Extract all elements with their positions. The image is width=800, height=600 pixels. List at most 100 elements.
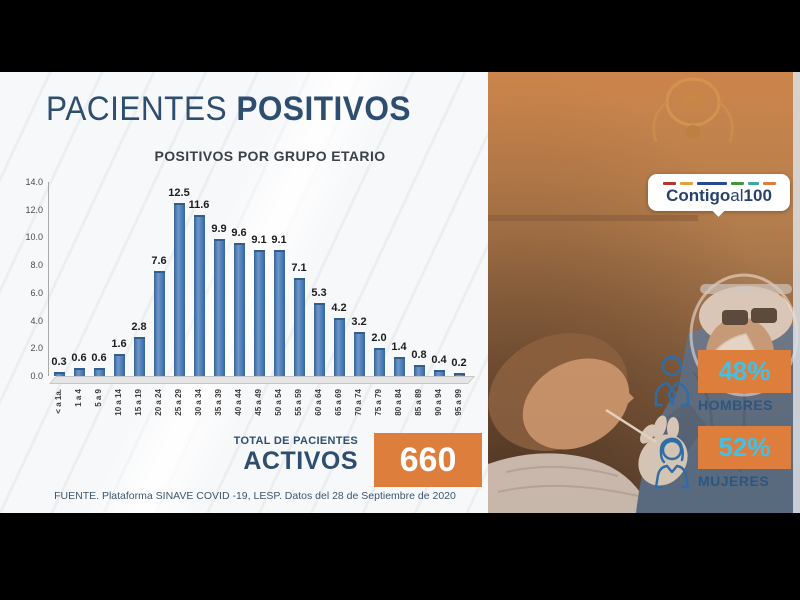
- bar-value-label: 9.9: [211, 222, 227, 235]
- label-mujeres: MUJERES: [698, 473, 770, 489]
- bar-value-label: 2.8: [131, 321, 147, 334]
- x-axis-category-label: 30 a 34: [194, 389, 203, 416]
- bar-value-label: 4.2: [331, 301, 347, 314]
- x-axis-category-label: 80 a 84: [394, 389, 403, 416]
- slide-frame: PACIENTES POSITIVOS POSITIVOS POR GRUPO …: [0, 72, 800, 522]
- x-axis-category-label: 50 a 54: [274, 389, 283, 416]
- x-axis-category-label: 5 a 9: [94, 389, 103, 407]
- logo-word-100: 100: [743, 185, 772, 205]
- bar: [333, 317, 345, 376]
- bar-value-label: 0.2: [451, 357, 467, 370]
- x-axis-category-label: 95 a 99: [454, 389, 463, 416]
- percent-hombres: 48%: [718, 356, 771, 386]
- bar: [293, 277, 305, 376]
- bar: [193, 215, 205, 376]
- x-axis-category-label: 1 a 4: [74, 389, 83, 407]
- bar-value-label: 5.3: [311, 286, 327, 299]
- bar: [153, 270, 165, 376]
- logo-dash: [679, 181, 693, 185]
- x-axis-category-label: 90 a 94: [434, 389, 443, 416]
- chart-card: PACIENTES POSITIVOS POSITIVOS POR GRUPO …: [0, 72, 488, 513]
- bar: [273, 249, 285, 376]
- bar: [413, 364, 425, 376]
- logo-dash: [762, 181, 776, 185]
- bar: [253, 249, 265, 376]
- x-axis-category-label: 35 a 39: [214, 389, 223, 416]
- bar-value-label: 1.4: [391, 340, 407, 353]
- bar-value-label: 9.1: [251, 233, 267, 246]
- page-title: PACIENTES POSITIVOS: [46, 90, 411, 129]
- x-axis-category-label: 15 a 19: [134, 389, 143, 416]
- total-label-line1: TOTAL DE PACIENTES: [233, 435, 358, 447]
- x-axis-category-label: 70 a 74: [354, 389, 363, 416]
- contigo-al-100-logo: Contigoal100: [648, 174, 790, 211]
- bar-value-label: 0.4: [431, 354, 447, 367]
- x-axis-category-label: 45 a 49: [254, 389, 263, 416]
- bar-value-label: 0.6: [71, 351, 87, 364]
- bar: [73, 367, 85, 376]
- bar: [233, 242, 245, 376]
- bar: [113, 353, 125, 376]
- bar-value-label: 0.8: [411, 348, 427, 361]
- bar-value-label: 0.3: [51, 355, 67, 368]
- label-hombres: HOMBRES: [698, 397, 774, 413]
- y-axis-tick-label: 2.0: [30, 343, 43, 354]
- frame-edge: [793, 72, 800, 513]
- bar: [53, 371, 65, 376]
- x-axis-category-label: 20 a 24: [154, 389, 163, 416]
- bar-value-label: 3.2: [351, 315, 367, 328]
- logo-text: Contigoal100: [666, 187, 772, 204]
- photo-illustration: [488, 72, 800, 513]
- y-axis-tick-label: 12.0: [25, 204, 43, 215]
- logo-word-contigo: Contigo: [666, 185, 731, 205]
- bar-value-label: 2.0: [371, 332, 387, 345]
- logo-dash: [730, 181, 744, 185]
- bar: [353, 331, 365, 376]
- bar: [433, 370, 445, 376]
- bar: [133, 337, 145, 376]
- total-patients-label: TOTAL DE PACIENTES ACTIVOS: [110, 435, 358, 473]
- x-axis-category-label: < a 1a.: [54, 389, 63, 414]
- photo-swab-test: [488, 72, 800, 513]
- bar: [93, 367, 105, 376]
- man-icon: [650, 352, 694, 415]
- bar-value-label: 12.5: [168, 186, 190, 199]
- logo-dash: [662, 181, 676, 185]
- percent-box-mujeres: 52%: [698, 426, 791, 469]
- bar-value-label: 9.1: [271, 233, 287, 246]
- y-axis-tick-label: 10.0: [25, 232, 43, 243]
- page-title-regular: PACIENTES: [46, 90, 228, 128]
- logo-dashes: [662, 181, 776, 185]
- y-axis-tick-label: 6.0: [30, 287, 43, 298]
- x-axis-category-label: 40 a 44: [234, 389, 243, 416]
- bar-value-label: 0.6: [91, 351, 107, 364]
- chart-floor: [49, 376, 476, 384]
- bar: [453, 373, 465, 376]
- bar-value-label: 9.6: [231, 226, 247, 239]
- y-axis-tick-label: 8.0: [30, 260, 43, 271]
- bar: [213, 238, 225, 376]
- x-axis-category-label: 60 a 64: [314, 389, 323, 416]
- total-value: 660: [399, 440, 457, 479]
- percent-mujeres: 52%: [718, 432, 771, 462]
- bar: [393, 356, 405, 376]
- x-axis-category-label: 55 a 59: [294, 389, 303, 416]
- stat-row-hombres: 48% HOMBRES: [650, 350, 795, 445]
- y-axis-tick-label: 14.0: [25, 177, 43, 187]
- percent-box-hombres: 48%: [698, 350, 791, 393]
- page-title-bold: POSITIVOS: [236, 90, 411, 128]
- x-axis-category-label: 25 a 29: [174, 389, 183, 416]
- y-axis-tick-label: 0.0: [30, 371, 43, 381]
- x-axis-category-label: 10 a 14: [114, 389, 123, 416]
- bar: [373, 348, 385, 376]
- bar-value-label: 7.1: [291, 261, 307, 274]
- y-axis-tick-label: 4.0: [30, 315, 43, 326]
- logo-dash: [747, 181, 759, 185]
- total-value-box: 660: [374, 433, 482, 487]
- bar: [313, 302, 325, 376]
- logo-dash: [696, 181, 727, 185]
- x-axis-category-label: 85 a 89: [414, 389, 423, 416]
- bar-value-label: 11.6: [188, 199, 210, 212]
- bar-value-label: 1.6: [111, 337, 127, 350]
- source-text: FUENTE. Plataforma SINAVE COVID -19, LES…: [54, 490, 456, 502]
